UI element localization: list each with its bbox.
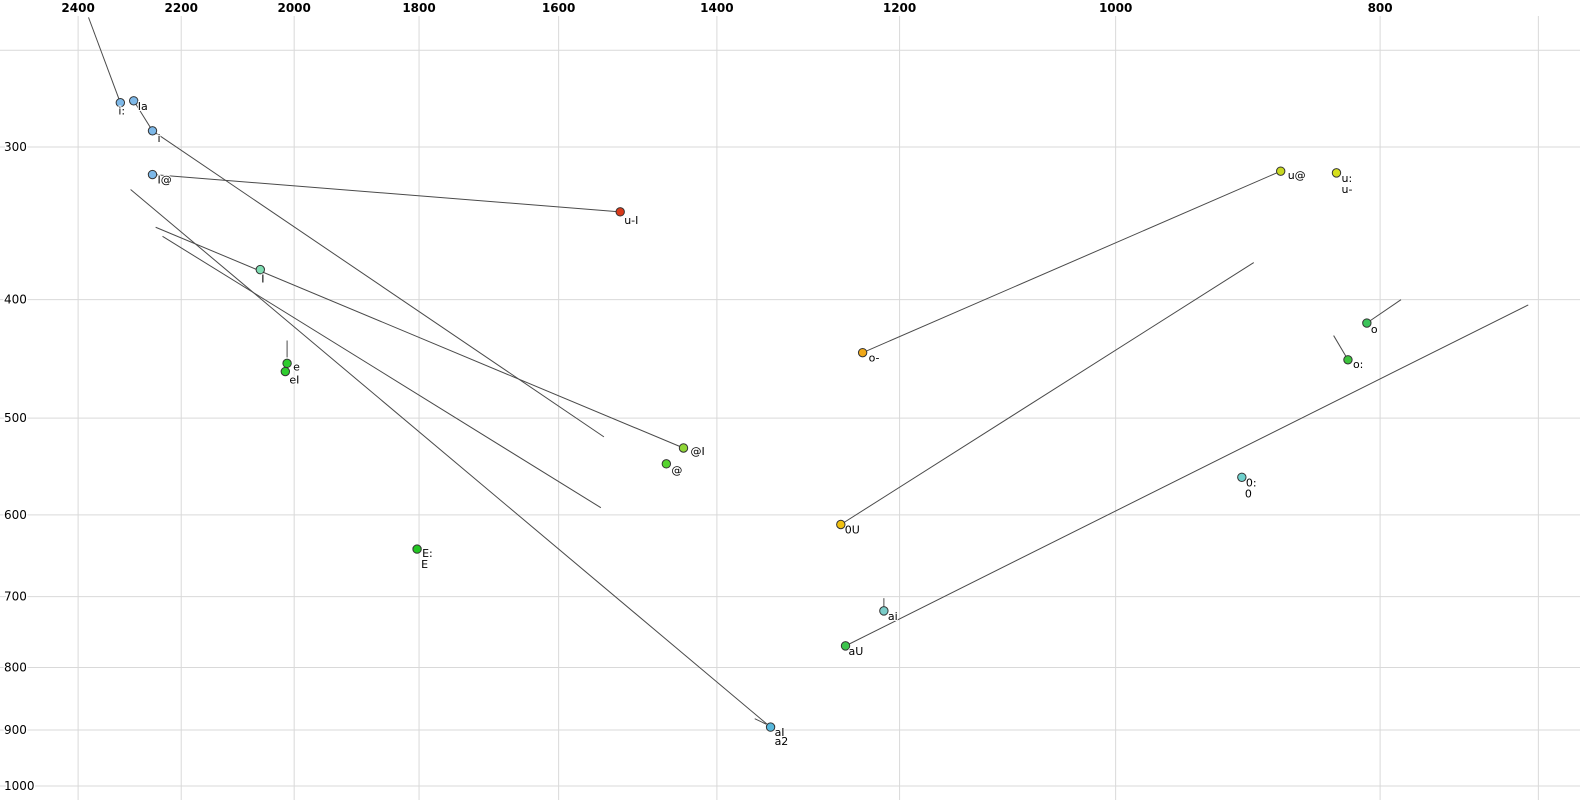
trajectory-line	[152, 130, 605, 438]
vowel-point	[765, 722, 776, 732]
vowel-label: I	[261, 273, 264, 286]
trajectory-line	[845, 304, 1529, 647]
vowel-label: u-I	[624, 214, 638, 227]
vowel-point	[1331, 168, 1342, 178]
vowel-label: E	[421, 558, 428, 571]
y-tick-label: 700	[4, 590, 27, 604]
trajectory-line	[155, 226, 684, 449]
vowel-label: u-	[1341, 183, 1352, 196]
vowel-label: @I	[690, 445, 704, 458]
trajectory-line	[133, 100, 153, 132]
y-tick-label: 1000	[4, 779, 35, 793]
vowel-point	[879, 606, 889, 616]
vowel-point	[412, 544, 422, 554]
y-tick-label: 400	[4, 293, 27, 307]
vowel-label: o	[1371, 323, 1378, 336]
vowel-point	[678, 443, 689, 453]
trajectory-line	[862, 170, 1281, 354]
x-tick-label: 1600	[542, 1, 575, 15]
vowel-point	[255, 264, 265, 275]
x-tick-label: 1800	[402, 1, 435, 15]
x-tick-label: 2400	[61, 1, 94, 15]
vowel-point	[1362, 318, 1372, 328]
vowel-label: E:	[422, 547, 433, 560]
trajectory-line	[152, 174, 621, 213]
vowel-label: ai	[888, 610, 898, 623]
vowel-label: u@	[1288, 169, 1306, 182]
vowel-label: 0:	[1246, 476, 1257, 489]
trajectory-line	[1366, 299, 1402, 324]
vowel-point	[129, 96, 139, 106]
vowel-label: 0U	[845, 523, 860, 536]
vowel-label: i:	[118, 105, 125, 118]
vowel-label: e	[293, 360, 300, 373]
vowel-label: i	[157, 132, 160, 145]
trajectory-line	[162, 235, 602, 509]
vowel-point	[147, 126, 158, 136]
vowel-point	[661, 459, 672, 469]
x-tick-label: 2000	[277, 1, 310, 15]
x-tick-label: 1000	[1099, 1, 1132, 15]
trajectory-line	[130, 189, 771, 728]
trajectory-line	[840, 262, 1255, 525]
vowel-point	[1343, 355, 1353, 365]
y-tick-label: 500	[4, 411, 27, 425]
vowel-point	[280, 366, 291, 377]
trajectory-line	[88, 17, 121, 103]
x-tick-label: 800	[1368, 1, 1393, 15]
x-tick-label: 1400	[700, 1, 733, 15]
trajectory-line	[754, 718, 767, 725]
vowel-point	[115, 98, 126, 108]
y-tick-label: 300	[4, 140, 27, 154]
vowel-label: eI	[289, 374, 299, 387]
vowel-label: I@	[157, 174, 171, 187]
vowel-point	[615, 207, 625, 217]
vowel-point	[857, 347, 868, 358]
vowel-label: Ia	[138, 100, 148, 113]
vowel-point	[1275, 166, 1286, 176]
vowel-label: @	[671, 464, 682, 477]
x-tick-label: 2200	[165, 1, 198, 15]
y-tick-label: 900	[4, 723, 27, 737]
vowel-label: o:	[1353, 358, 1363, 371]
vowel-point	[147, 169, 158, 180]
vowel-point	[840, 641, 851, 651]
vowel-label: u:	[1341, 172, 1352, 185]
vowel-point	[282, 358, 292, 369]
vowel-label: 0	[1245, 487, 1252, 500]
y-tick-label: 600	[4, 508, 27, 522]
vowel-label: aU	[849, 645, 864, 658]
vowel-label: aI	[775, 726, 785, 739]
y-tick-label: 800	[4, 661, 27, 675]
vowel-point	[1237, 472, 1247, 482]
x-tick-label: 1200	[883, 1, 916, 15]
vowel-label: o-	[869, 352, 880, 365]
vowel-label: a2	[775, 735, 789, 748]
vowel-point	[836, 519, 846, 530]
